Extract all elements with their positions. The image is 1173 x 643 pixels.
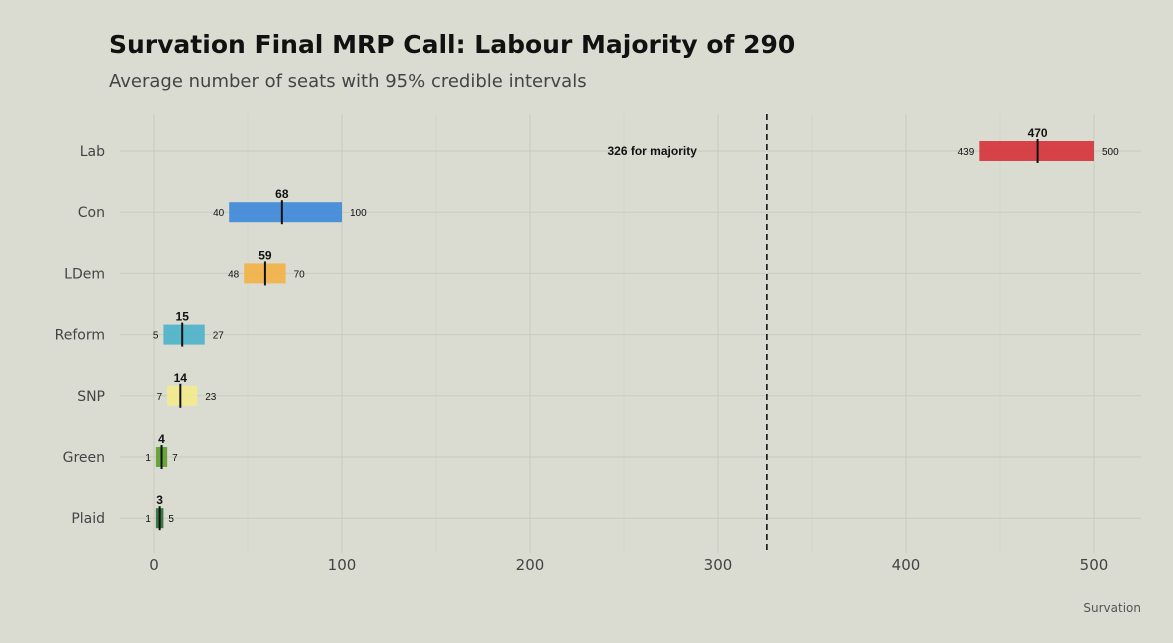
upper-bound-label: 27 (213, 331, 225, 342)
upper-bound-label: 70 (294, 269, 306, 280)
grid (120, 114, 1141, 553)
mean-value-label: 14 (174, 371, 188, 385)
chart-title: Survation Final MRP Call: Labour Majorit… (109, 30, 796, 59)
x-tick-label: 300 (704, 556, 733, 574)
chart-subtitle: Average number of seats with 95% credibl… (109, 71, 587, 92)
x-tick-label: 500 (1080, 556, 1109, 574)
interval-bar (163, 324, 205, 345)
category-label: Con (78, 205, 105, 221)
lower-bound-label: 48 (228, 269, 240, 280)
interval-bar (167, 385, 198, 406)
lower-bound-label: 1 (145, 453, 151, 464)
chart-caption: Survation (1083, 601, 1141, 615)
upper-bound-label: 7 (172, 453, 178, 464)
category-label: Reform (55, 328, 105, 344)
category-label: Lab (80, 144, 105, 160)
lower-bound-label: 439 (958, 147, 975, 158)
mean-value-label: 4 (158, 432, 165, 446)
axes: 0 100 200 300 400 500 Lab Con LDem Reform SNP Green… (55, 144, 1109, 574)
category-label: Plaid (71, 511, 105, 527)
interval-bar (229, 202, 342, 223)
x-tick-label: 200 (516, 556, 545, 574)
upper-bound-label: 100 (350, 208, 367, 219)
category-label: LDem (64, 266, 105, 282)
mean-value-label: 470 (1028, 126, 1048, 140)
upper-bound-label: 5 (168, 514, 174, 525)
mean-value-label: 3 (156, 493, 163, 507)
x-tick-label: 0 (149, 556, 159, 574)
majority-reference: 326 for majority (608, 114, 768, 553)
x-tick-label: 400 (892, 556, 921, 574)
upper-bound-label: 500 (1102, 147, 1119, 158)
category-label: SNP (77, 389, 105, 405)
lower-bound-label: 1 (145, 514, 151, 525)
upper-bound-label: 23 (205, 392, 217, 403)
lower-bound-label: 5 (153, 331, 159, 342)
lower-bound-label: 40 (213, 208, 225, 219)
lower-bound-label: 7 (157, 392, 163, 403)
x-tick-label: 100 (328, 556, 357, 574)
mean-value-label: 59 (258, 248, 272, 262)
category-label: Green (63, 450, 105, 466)
majority-label: 326 for majority (608, 144, 698, 158)
mean-value-label: 15 (176, 310, 190, 324)
mean-value-label: 68 (275, 187, 289, 201)
